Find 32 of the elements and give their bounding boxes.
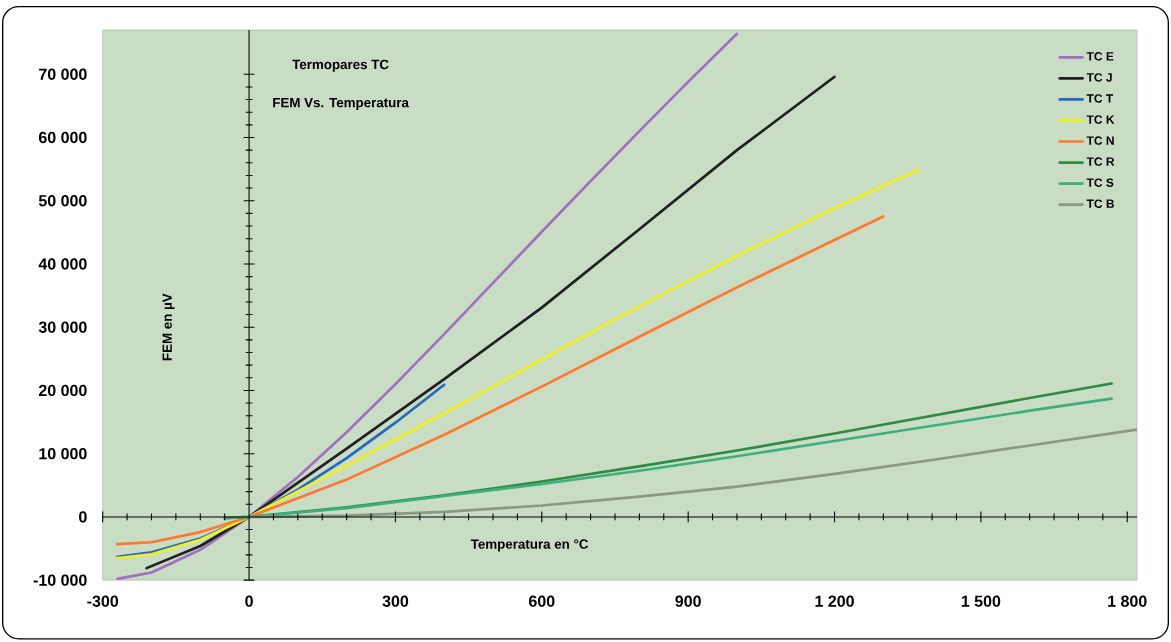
- x-tick-label: 1 500: [961, 595, 1001, 608]
- legend-label: TC B: [1086, 199, 1114, 209]
- x-tick-label: 300: [382, 595, 409, 608]
- legend-label: TC R: [1086, 157, 1115, 167]
- y-tick-label: 50 000: [38, 195, 87, 207]
- y-tick-label: -10 000: [33, 574, 87, 587]
- line-series: [116, 32, 739, 581]
- y-tick-label: 70 000: [39, 68, 87, 81]
- legend-label: TC E: [1086, 52, 1114, 61]
- y-tick-label: 10 000: [39, 448, 87, 460]
- y-tick-label: 30 000: [38, 321, 87, 334]
- x-tick-label: 0: [245, 595, 253, 608]
- legend-label: TC N: [1086, 136, 1114, 146]
- y-tick-label: 20 000: [38, 385, 87, 397]
- text: FEM Vs. Temperatura: [273, 98, 409, 111]
- y-tick-label: 0: [79, 511, 87, 523]
- text: Termopares TC: [292, 59, 389, 73]
- y-tick-label: 60 000: [38, 132, 87, 144]
- x-tick-label: 1 200: [815, 595, 854, 608]
- legend-label: TC S: [1086, 178, 1114, 188]
- legend-label: TC T: [1086, 94, 1114, 103]
- x-tick-label: 600: [529, 595, 555, 608]
- x-axis-title: Temperatura en °C: [470, 539, 589, 552]
- x-tick-label: 1 800: [1108, 595, 1147, 608]
- x-tick-label: -300: [87, 595, 119, 608]
- line-series: [145, 75, 836, 570]
- x-tick-label: 900: [675, 595, 701, 608]
- line-series: [116, 168, 920, 560]
- legend-label: TC K: [1086, 115, 1115, 125]
- y-tick-label: 40 000: [38, 258, 87, 270]
- y-axis-title: FEM en µV: [162, 293, 175, 361]
- legend-label: TC J: [1086, 73, 1112, 82]
